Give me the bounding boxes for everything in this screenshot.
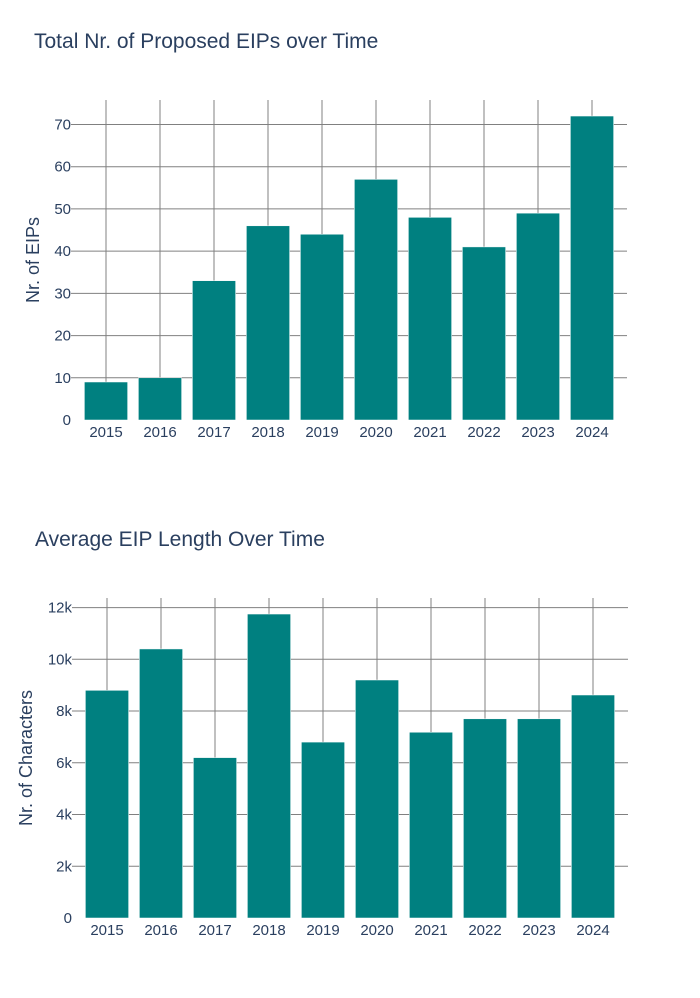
x-tick-label: 2015	[89, 424, 122, 441]
x-tick-label: 2021	[413, 424, 446, 441]
bar-2024	[570, 115, 614, 421]
x-tick-label: 2016	[144, 922, 177, 939]
bar-2015	[85, 690, 129, 919]
bar-2022	[462, 246, 506, 421]
y-tick-label: 8k	[56, 703, 72, 720]
y-axis-title: Nr. of Characters	[16, 690, 36, 826]
x-tick-label: 2020	[360, 922, 393, 939]
bar-2023	[516, 212, 560, 421]
x-tick-label: 2018	[251, 424, 284, 441]
bar-2023	[517, 718, 561, 919]
bar-2018	[247, 613, 291, 919]
y-tick-label: 0	[63, 412, 71, 429]
bar-2021	[409, 732, 453, 919]
bar-2016	[139, 648, 183, 919]
bar-2017	[192, 280, 236, 421]
bar-2017	[193, 757, 237, 919]
x-tick-label: 2021	[414, 922, 447, 939]
bar-2019	[301, 741, 345, 919]
y-axis-title: Nr. of EIPs	[23, 217, 43, 303]
bar-2020	[354, 179, 398, 421]
x-tick-label: 2023	[522, 922, 555, 939]
bar-2021	[408, 217, 452, 421]
x-tick-label: 2020	[359, 424, 392, 441]
bar-2016	[138, 377, 182, 421]
y-tick-label: 10k	[48, 651, 73, 668]
x-tick-label: 2022	[467, 424, 500, 441]
y-tick-label: 4k	[56, 807, 72, 824]
y-tick-label: 0	[64, 910, 72, 927]
bar-2024	[571, 694, 615, 919]
x-tick-label: 2017	[198, 922, 231, 939]
chart-title: Total Nr. of Proposed EIPs over Time	[34, 30, 379, 53]
bar-2020	[355, 679, 399, 919]
y-tick-label: 30	[54, 285, 71, 302]
x-tick-label: 2023	[521, 424, 554, 441]
y-tick-label: 10	[54, 370, 71, 387]
eip-length-plot: 0 2k 4k 6k 8k 10k 12k 2015 2016 2017 2018 2019 2020 2…	[16, 598, 628, 939]
y-tick-label: 60	[54, 159, 71, 176]
eip-count-plot: 0 10 20 30 40 50 60 70 2015 2016 2017 2018 2019 2020 2…	[23, 100, 627, 441]
x-tick-label: 2024	[576, 922, 609, 939]
y-tick-label: 12k	[48, 600, 73, 617]
x-tick-label: 2018	[252, 922, 285, 939]
y-tick-label: 20	[54, 328, 71, 345]
eip-count-chart: Total Nr. of Proposed EIPs over Time 0 10…	[0, 0, 700, 480]
y-tick-label: 6k	[56, 755, 72, 772]
y-tick-label: 50	[54, 201, 71, 218]
bar-2019	[300, 233, 344, 421]
eip-length-chart: Average EIP Length Over Time 0 2k 4k 6k 8k 10…	[0, 498, 700, 998]
x-tick-label: 2019	[306, 922, 339, 939]
chart-title: Average EIP Length Over Time	[35, 528, 325, 551]
y-tick-label: 2k	[56, 858, 72, 875]
bar-2018	[246, 225, 290, 421]
x-tick-label: 2015	[90, 922, 123, 939]
x-tick-label: 2016	[143, 424, 176, 441]
x-tick-label: 2017	[197, 424, 230, 441]
y-tick-label: 40	[54, 243, 71, 260]
x-tick-label: 2024	[575, 424, 608, 441]
y-tick-label: 70	[54, 116, 71, 133]
bar-2022	[463, 718, 507, 919]
x-tick-label: 2022	[468, 922, 501, 939]
bar-2015	[84, 381, 128, 421]
x-tick-label: 2019	[305, 424, 338, 441]
